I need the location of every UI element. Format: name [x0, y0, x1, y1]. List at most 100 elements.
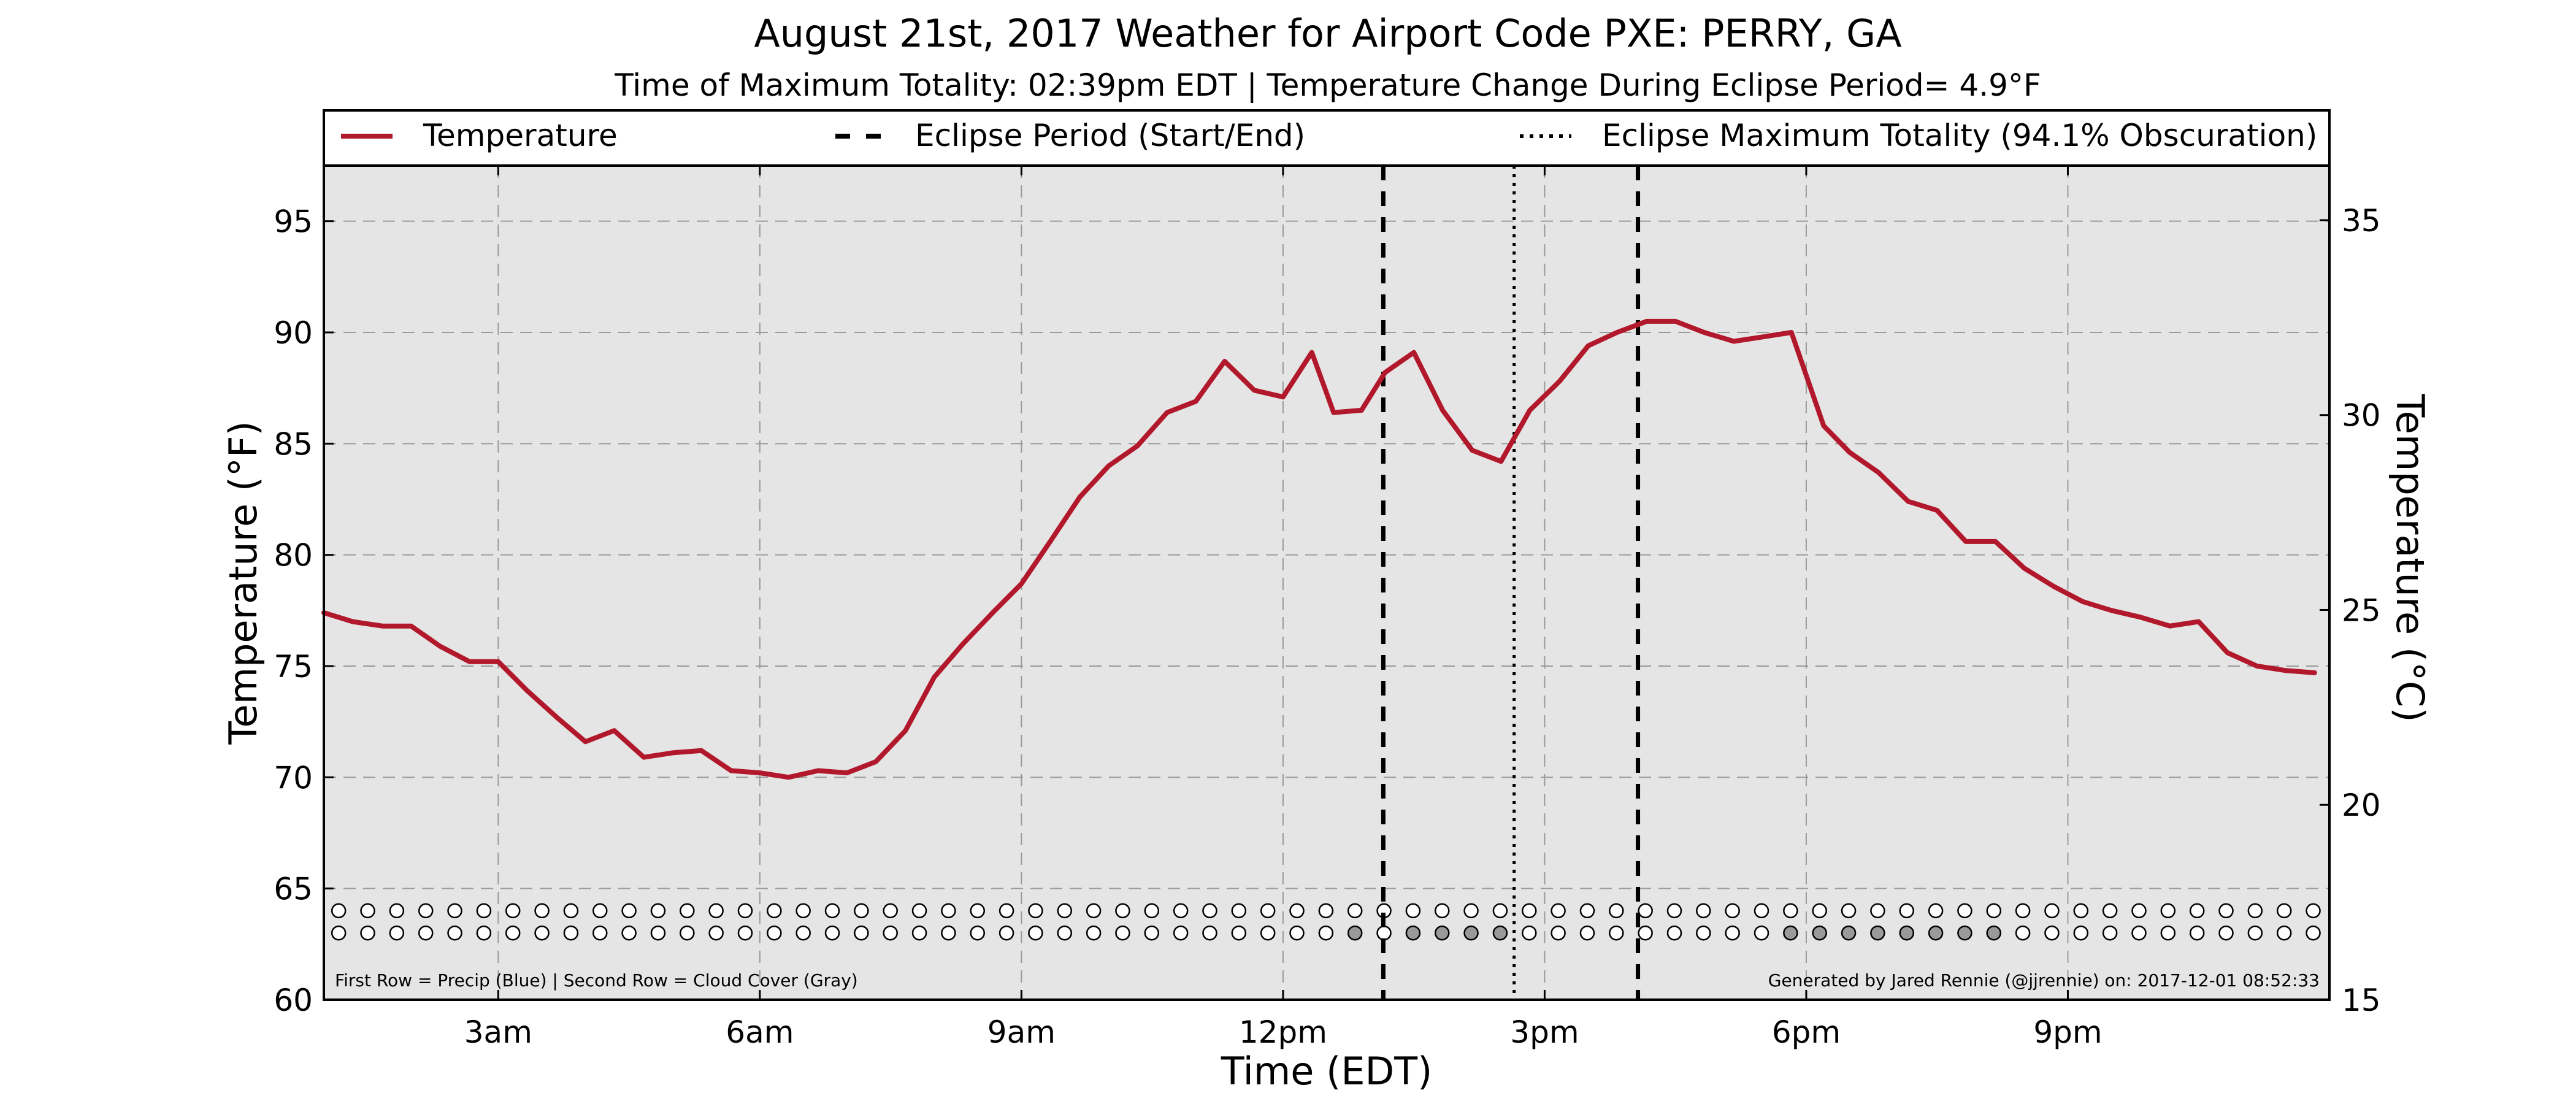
chart-subtitle: Time of Maximum Totality: 02:39pm EDT | … — [614, 67, 2041, 103]
y-tick-label: 65 — [274, 872, 313, 907]
precip-marker — [2044, 903, 2060, 919]
cloud-cover-marker — [1028, 925, 1043, 941]
x-axis-ticks: 3am 6am 9am 12pm 3pm 6pm 9pm — [464, 166, 2103, 1050]
precip-marker — [1522, 903, 1537, 919]
precip-marker — [1899, 903, 1914, 919]
precip-marker — [1609, 903, 1624, 919]
cloud-cover-marker — [2131, 925, 2147, 941]
precip-marker — [534, 903, 550, 919]
cloud-cover-marker — [2218, 925, 2234, 941]
cloud-cover-marker — [1899, 925, 1914, 941]
y-axis-right-label: Temperature (°C) — [2388, 393, 2432, 722]
precip-marker — [592, 903, 608, 919]
precip-marker — [360, 903, 375, 919]
precip-marker — [1028, 903, 1043, 919]
precip-marker — [824, 903, 840, 919]
precip-marker — [2073, 903, 2089, 919]
cloud-cover-marker — [621, 925, 637, 941]
precip-marker — [911, 903, 927, 919]
precip-marker — [2015, 903, 2031, 919]
precip-marker — [2218, 903, 2234, 919]
cloud-cover-marker — [1696, 925, 1711, 941]
precip-marker — [447, 903, 462, 919]
precip-marker — [1579, 903, 1595, 919]
precip-marker — [795, 903, 811, 919]
precip-marker — [1870, 903, 1885, 919]
precip-marker — [737, 903, 753, 919]
cloud-cover-marker — [1579, 925, 1595, 941]
precip-marker — [1289, 903, 1305, 919]
cloud-cover-marker — [2073, 925, 2089, 941]
precip-marker — [389, 903, 405, 919]
cloud-cover-marker — [911, 925, 927, 941]
legend-label-temperature: Temperature — [423, 118, 618, 153]
x-tick-label: 3am — [464, 1014, 532, 1050]
cloud-cover-marker — [1434, 925, 1450, 941]
cloud-cover-marker — [1260, 925, 1276, 941]
cloud-cover-marker — [1289, 925, 1305, 941]
precip-marker — [1318, 903, 1334, 919]
cloud-cover-marker — [1928, 925, 1944, 941]
precip-marker — [1986, 903, 2002, 919]
precip-marker — [941, 903, 956, 919]
x-tick-label: 9am — [987, 1014, 1056, 1050]
footnote-right: Generated by Jared Rennie (@jjrennie) on… — [1768, 970, 2320, 991]
precip-marker — [1812, 903, 1827, 919]
cloud-cover-marker — [1986, 925, 2002, 941]
precip-marker — [1347, 903, 1363, 919]
cloud-cover-marker — [2160, 925, 2176, 941]
cloud-cover-marker — [1841, 925, 1857, 941]
precip-marker — [1231, 903, 1247, 919]
cloud-cover-marker — [1318, 925, 1334, 941]
cloud-cover-marker — [737, 925, 753, 941]
cloud-cover-marker — [1115, 925, 1130, 941]
precip-marker — [1144, 903, 1160, 919]
cloud-cover-marker — [1609, 925, 1624, 941]
cloud-cover-marker — [2102, 925, 2118, 941]
legend: Temperature Eclipse Period (Start/End) E… — [323, 109, 2331, 167]
cloud-cover-marker — [1551, 925, 1566, 941]
cloud-cover-marker — [680, 925, 695, 941]
cloud-cover-marker — [1812, 925, 1827, 941]
x-tick-label: 6am — [726, 1014, 794, 1050]
precip-marker — [883, 903, 898, 919]
y-axis-right-ticks: 15 20 25 30 35 — [2320, 203, 2381, 1018]
cloud-cover-marker — [476, 925, 492, 941]
precip-marker — [2160, 903, 2176, 919]
cloud-cover-marker — [1783, 925, 1798, 941]
x-tick-label: 9pm — [2033, 1014, 2102, 1050]
y-tick-label: 85 — [274, 426, 313, 462]
cloud-cover-marker — [1725, 925, 1740, 941]
cloud-cover-marker — [708, 925, 724, 941]
temperature-series-line — [321, 318, 2317, 780]
cloud-cover-marker — [1057, 925, 1073, 941]
cloud-cover-marker — [534, 925, 550, 941]
precip-marker — [1492, 903, 1508, 919]
cloud-cover-marker — [1870, 925, 1885, 941]
y-tick-label: 90 — [274, 315, 313, 351]
cloud-cover-marker — [1144, 925, 1160, 941]
cloud-cover-marker — [1405, 925, 1421, 941]
cloud-cover-marker — [1666, 925, 1682, 941]
cloud-cover-marker — [1376, 925, 1392, 941]
precip-marker — [854, 903, 869, 919]
cloud-cover-marker — [970, 925, 985, 941]
precip-marker — [2102, 903, 2118, 919]
footnote-left: First Row = Precip (Blue) | Second Row =… — [335, 970, 858, 991]
cloud-cover-marker — [389, 925, 405, 941]
y-axis-left-label: Temperature (°F) — [221, 421, 266, 745]
y-right-tick-label: 25 — [2342, 592, 2381, 628]
cloud-cover-marker — [592, 925, 608, 941]
y-right-tick-label: 30 — [2342, 398, 2381, 434]
precip-marker — [1783, 903, 1798, 919]
precip-marker — [2276, 903, 2292, 919]
cloud-cover-marker — [1347, 925, 1363, 941]
cloud-cover-marker — [854, 925, 869, 941]
precip-marker — [1841, 903, 1857, 919]
cloud-cover-marker — [883, 925, 898, 941]
cloud-cover-marker — [941, 925, 956, 941]
precip-marker — [680, 903, 695, 919]
series-group — [321, 318, 2317, 780]
precip-marker — [1202, 903, 1217, 919]
precip-marker — [999, 903, 1014, 919]
